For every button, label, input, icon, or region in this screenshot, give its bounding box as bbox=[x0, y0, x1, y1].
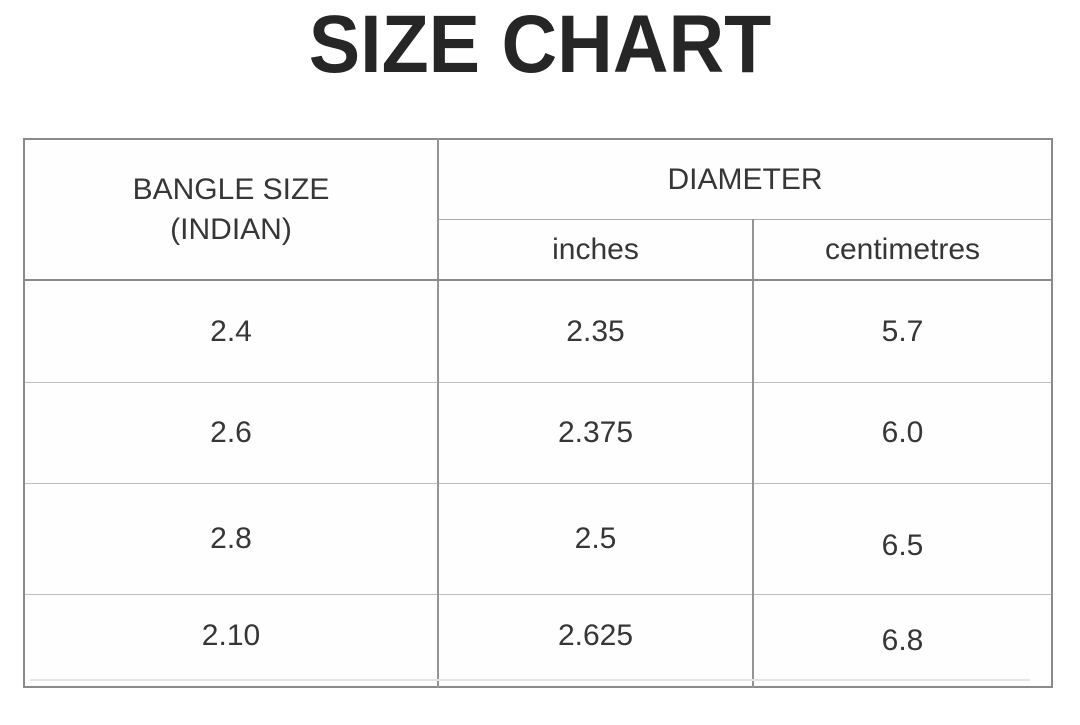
cell-inches: 2.625 bbox=[437, 594, 753, 688]
table-row: 2.6 2.375 6.0 bbox=[24, 382, 1053, 485]
table-row: 2.10 2.625 6.8 bbox=[24, 594, 1053, 688]
header-bangle-size-cell: BANGLE SIZE (INDIAN) bbox=[24, 139, 438, 282]
header-row-sub: inches centimetres bbox=[24, 219, 1053, 282]
header-centimetres-cell: centimetres bbox=[751, 219, 1053, 282]
cell-bangle-size: 2.4 bbox=[24, 280, 438, 384]
cell-centimetres: 5.7 bbox=[751, 280, 1053, 384]
table-shadow-line bbox=[30, 679, 1030, 681]
header-inches-cell: inches bbox=[437, 219, 753, 282]
header-diameter-cell: DIAMETER bbox=[436, 139, 1053, 221]
page-title: SIZE CHART bbox=[308, 0, 772, 90]
header-bangle-size-line2: (INDIAN) bbox=[170, 212, 292, 246]
header-bangle-size-line1: BANGLE SIZE bbox=[132, 172, 330, 206]
cell-inches: 2.375 bbox=[437, 382, 753, 485]
size-chart-table: BANGLE SIZE (INDIAN) DIAMETER inches cen… bbox=[23, 138, 1054, 689]
cell-bangle-size: 2.6 bbox=[24, 382, 438, 485]
cell-bangle-size: 2.10 bbox=[201, 618, 261, 652]
cell-inches: 2.35 bbox=[437, 280, 753, 384]
cell-centimetres: 6.8 bbox=[751, 594, 1053, 688]
cell-centimetres: 6.5 bbox=[751, 483, 1053, 596]
cell-bangle-size: 2.8 bbox=[24, 483, 438, 596]
header-row-top: BANGLE SIZE (INDIAN) DIAMETER bbox=[24, 139, 1053, 282]
cell-centimetres: 6.0 bbox=[751, 382, 1053, 485]
table-row: 2.8 2.5 6.5 bbox=[24, 483, 1053, 596]
cell-inches: 2.5 bbox=[437, 483, 753, 596]
table-row: 2.4 2.35 5.7 bbox=[24, 280, 1053, 384]
